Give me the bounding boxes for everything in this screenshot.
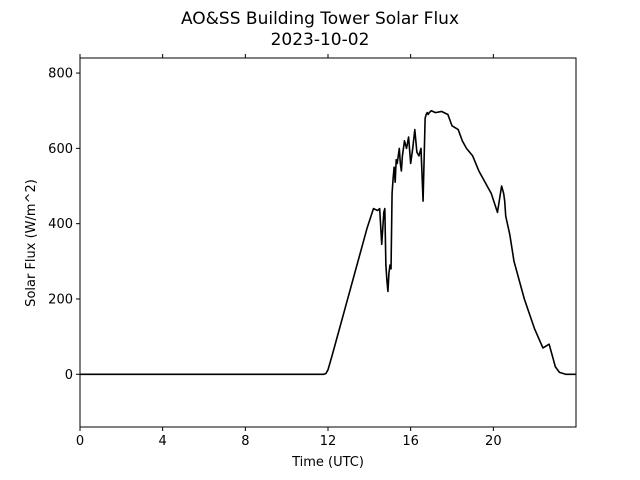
- y-tick-label: 600: [48, 142, 73, 157]
- x-axis-label: Time (UTC): [291, 455, 364, 470]
- plot-frame: [79, 57, 577, 428]
- x-axis-ticks: 0 4 8 12 16 20: [76, 54, 502, 449]
- chart-subtitle: 2023-10-02: [271, 30, 370, 50]
- x-tick-label: 8: [241, 434, 249, 449]
- y-tick-label: 400: [48, 217, 73, 232]
- y-axis-label: Solar Flux (W/m^2): [24, 179, 39, 307]
- x-tick-label: 16: [402, 434, 419, 449]
- x-tick-label: 12: [320, 434, 337, 449]
- x-tick-label: 4: [159, 434, 167, 449]
- y-tick-label: 200: [48, 292, 73, 307]
- y-tick-label: 800: [48, 67, 73, 82]
- x-tick-label: 0: [76, 434, 84, 449]
- y-axis-ticks: 0 200 400 600 800: [48, 67, 80, 383]
- x-tick-label: 20: [485, 434, 502, 449]
- chart-title: AO&SS Building Tower Solar Flux: [181, 9, 459, 29]
- series-line: [80, 109, 576, 376]
- y-tick-label: 0: [65, 368, 73, 383]
